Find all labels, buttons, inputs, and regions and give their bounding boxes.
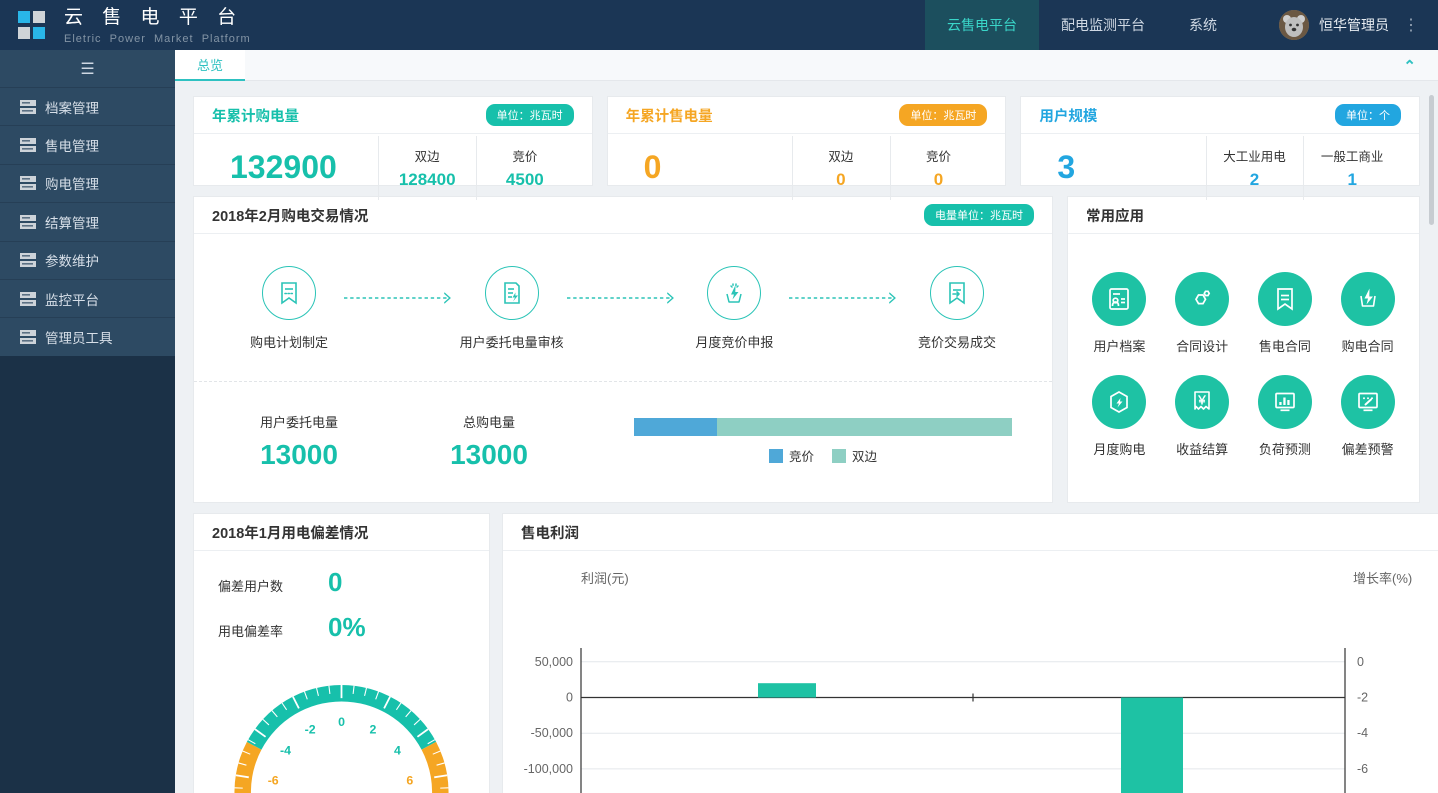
svg-text:增长率(%): 增长率(%) — [1353, 571, 1412, 586]
svg-text:-4: -4 — [1357, 726, 1368, 740]
svg-text:-2: -2 — [305, 723, 316, 737]
svg-text:6: 6 — [406, 773, 413, 787]
svg-text:2: 2 — [369, 723, 376, 737]
svg-text:利润(元): 利润(元) — [581, 571, 629, 586]
svg-text:￥: ￥ — [1196, 395, 1208, 407]
svg-text:-6: -6 — [268, 773, 279, 787]
svg-text:0: 0 — [1357, 655, 1364, 669]
svg-text:-4: -4 — [280, 744, 291, 758]
svg-text:-100,000: -100,000 — [524, 762, 573, 776]
svg-text:0: 0 — [566, 691, 573, 705]
svg-text:4: 4 — [394, 744, 401, 758]
svg-text:-6: -6 — [1357, 762, 1368, 776]
svg-text:-2: -2 — [1357, 691, 1368, 705]
svg-text:50,000: 50,000 — [535, 655, 573, 669]
svg-text:-50,000: -50,000 — [531, 726, 573, 740]
svg-text:0: 0 — [338, 715, 345, 729]
